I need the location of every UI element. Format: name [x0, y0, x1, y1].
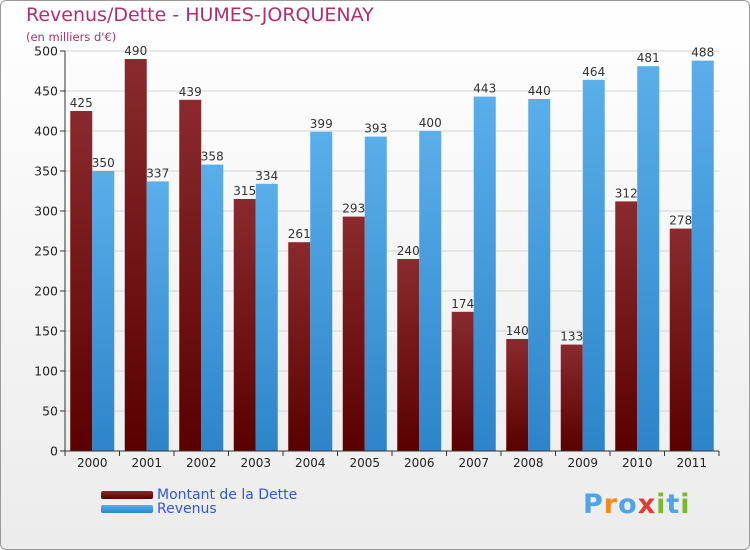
revenue-bar: [473, 96, 496, 451]
debt-bar: [615, 201, 638, 451]
grid-lines: [65, 50, 719, 452]
data-label: 488: [691, 46, 714, 60]
data-label: 400: [419, 116, 442, 130]
data-label: 399: [310, 117, 333, 131]
data-label: 490: [124, 44, 147, 58]
debt-bar: [397, 259, 420, 451]
logo-letter: o: [618, 489, 638, 520]
y-tick-label: 350: [34, 164, 58, 179]
y-tick-label: 300: [34, 204, 58, 219]
y-tick-label: 500: [34, 44, 58, 59]
revenue-bar: [528, 99, 551, 451]
y-tick-label: 250: [34, 244, 58, 259]
bars: [70, 59, 714, 452]
data-label: 337: [146, 166, 169, 180]
legend-label-debt: Montant de la Dette: [157, 487, 298, 503]
data-label: 240: [397, 244, 420, 258]
y-tick-label: 450: [34, 84, 58, 99]
x-tick-label: 2001: [131, 456, 162, 470]
legend-label-revenue: Revenus: [157, 501, 217, 517]
data-label: 278: [669, 214, 692, 228]
revenue-bar: [691, 60, 714, 451]
x-tick-label: 2009: [567, 456, 598, 470]
data-label: 334: [255, 169, 278, 183]
data-label: 350: [92, 156, 115, 170]
y-tick-label: 200: [34, 284, 58, 299]
x-tick-label: 2005: [349, 456, 380, 470]
legend-swatch-debt: [101, 491, 153, 499]
x-tick-label: 2004: [295, 456, 326, 470]
revenue-bar: [146, 181, 169, 451]
logo-letter: P: [583, 489, 604, 520]
x-tick-label: 2010: [622, 456, 653, 470]
revenue-bar: [201, 164, 224, 451]
revenue-bar: [637, 66, 660, 451]
revenue-bar: [364, 136, 387, 451]
debt-bar: [560, 344, 583, 451]
revenue-bar: [92, 171, 115, 451]
data-label: 439: [179, 85, 202, 99]
chart-title: Revenus/Dette - HUMES-JORQUENAY: [26, 4, 374, 26]
x-tick-label: 2003: [240, 456, 271, 470]
legend-swatch-revenue: [101, 505, 153, 513]
data-label: 140: [506, 324, 529, 338]
debt-bar: [669, 228, 692, 451]
revenue-bar: [582, 79, 605, 452]
x-tick-label: 2002: [186, 456, 217, 470]
x-tick-label: 2011: [676, 456, 707, 470]
data-label: 293: [342, 202, 365, 216]
axes: 0 50 100 150 200 250 300 350 400 450 500 2000 2001 20…: [34, 44, 720, 470]
logo-letter: r: [603, 489, 619, 520]
debt-bar: [451, 311, 474, 451]
data-label: 315: [233, 184, 256, 198]
logo-letter: t: [666, 489, 681, 520]
data-label: 312: [615, 186, 638, 200]
debt-bar: [179, 99, 202, 452]
y-tick-label: 400: [34, 124, 58, 139]
data-label: 464: [582, 65, 605, 79]
data-label: 358: [201, 150, 224, 164]
logo-letter: i: [656, 489, 667, 520]
x-tick-label: 2008: [513, 456, 544, 470]
data-label: 440: [528, 84, 551, 98]
data-label: 481: [637, 51, 660, 65]
legend-item-revenue: Revenus: [101, 501, 217, 517]
x-tick-label: 2007: [458, 456, 489, 470]
debt-bar: [124, 59, 147, 451]
logo-letter: x: [637, 489, 657, 520]
logo-letter: i: [680, 489, 691, 520]
debt-bar: [288, 242, 311, 451]
data-label: 133: [560, 330, 583, 344]
legend-item-debt: Montant de la Dette: [101, 487, 297, 503]
data-label: 425: [70, 96, 93, 110]
debt-bar: [506, 339, 529, 451]
revenue-bar: [419, 131, 442, 451]
data-label: 174: [451, 297, 474, 311]
proxiti-logo: Proxiti: [583, 489, 691, 520]
y-tick-label: 0: [50, 444, 58, 459]
debt-bar: [342, 216, 365, 451]
data-label: 393: [364, 122, 387, 136]
x-tick-label: 2006: [404, 456, 435, 470]
revenue-bar: [310, 131, 333, 452]
y-tick-label: 100: [34, 364, 58, 379]
debt-bar: [70, 111, 93, 451]
data-label: 443: [473, 82, 496, 96]
debt-bar: [233, 199, 256, 451]
y-tick-label: 50: [42, 404, 58, 419]
revenue-bar: [255, 183, 278, 452]
x-tick-label: 2000: [77, 456, 108, 470]
y-tick-label: 150: [34, 324, 58, 339]
chart-subtitle: (en milliers d'€): [26, 30, 117, 44]
data-label: 261: [288, 227, 311, 241]
